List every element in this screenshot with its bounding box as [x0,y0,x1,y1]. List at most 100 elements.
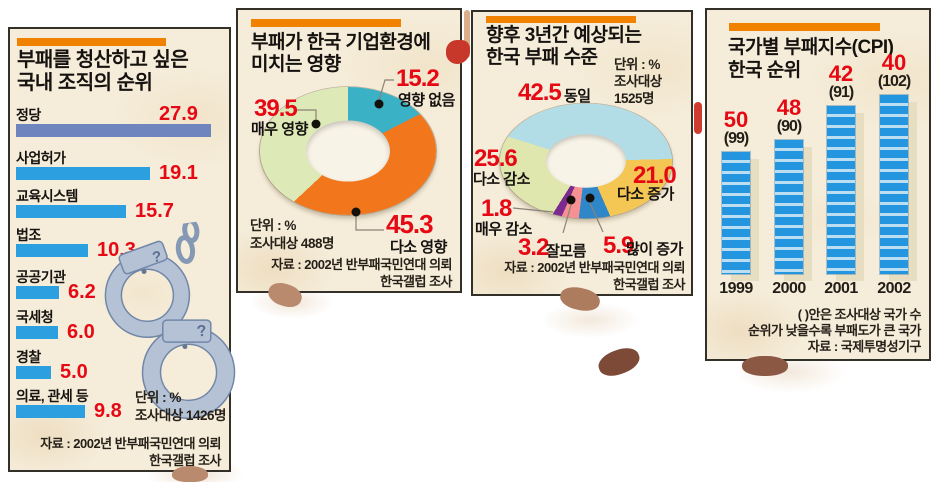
title-line: 미치는 영향 [251,54,341,75]
slice-label: 영향 없음 [398,92,455,109]
footnote-line: 순위가 낮을수록 부패도가 큰 국가 [748,323,921,338]
footnote-line: ( )안은 조사대상 국가 수 [797,307,922,322]
org-bar-value: 6.2 [68,281,96,303]
source-note: 자료 : 2002년 반부패국민연대 의뢰 한국갤럽 조사 [40,435,221,469]
cpi-bar [722,152,750,274]
unit-line: 조사대상 1426명 [135,408,226,423]
org-bar-value: 6.0 [67,321,95,343]
footnotes: ( )안은 조사대상 국가 수 순위가 낮을수록 부패도가 큰 국가 자료 : … [748,307,921,355]
panel-title: 국가별 부패지수(CPI) 한국 순위 [728,36,894,82]
source-line: 자료 : 2002년 반부패국민연대 의뢰 [40,436,221,451]
cpi-year-label: 2002 [877,280,911,297]
unit-line: 단위 : % [250,218,296,233]
title-line: 한국 순위 [728,60,801,81]
cpi-country-count: (91) [828,84,854,101]
cpi-bar [827,106,855,274]
slice-value: 25.6 [474,145,518,172]
red-sleeve-photo-fragment [694,102,702,134]
source-line: 한국갤럽 조사 [380,274,452,289]
title-line: 국가별 부패지수(CPI) [728,37,894,58]
slice-value: 39.5 [254,95,298,122]
org-bar-label: 정당 [16,107,41,123]
source-line: 한국갤럽 조사 [613,277,685,292]
accent-bar [251,19,401,27]
panel-cpi-rank: 국가별 부패지수(CPI) 한국 순위 ( )안은 조사대상 국가 수 순위가 … [705,8,931,361]
accent-bar [729,23,880,31]
slice-label: 잘모름 [546,243,586,260]
slice-value: 42.5 [518,79,562,106]
slice-label: 매우 감소 [475,221,532,238]
unit-line: 단위 : % [135,390,181,405]
org-bar [16,326,58,339]
source-line: 자료 : 2002년 반부패국민연대 의뢰 [271,257,452,272]
unit-line: 조사대상 488명 [250,236,334,251]
org-bar-label: 의료, 관세 등 [16,388,89,404]
cpi-rank-value: 40 [881,50,907,75]
slice-value: 3.2 [518,234,549,261]
unit-line: 단위 : % [614,57,660,72]
slice-label: 많이 증가 [626,241,683,258]
cpi-rank-value: 48 [776,95,802,120]
org-bar-label: 공공기관 [16,269,66,285]
cpi-rank-value: 50 [723,107,749,132]
panel-org-ranking: 부패를 청산하고 싶은 국내 조직의 순위 정당 27.9 사업허가 19.1 교육시스… [8,27,236,472]
accent-bar [17,38,166,46]
slice-value: 21.0 [633,162,677,189]
slice-value: 45.3 [386,209,434,239]
org-bar-value: 9.8 [94,400,122,422]
org-bar-label: 경찰 [16,349,41,365]
title-line: 부패가 한국 기업환경에 [251,32,431,53]
handcuffs-image: ? ? [104,218,236,420]
org-bar [16,205,126,218]
fingertip-photo-fragment [172,466,208,482]
panel-title: 향후 3년간 예상되는 한국 부패 수준 [486,25,642,69]
unit-line: 조사대상 1525명 [614,74,662,106]
cpi-year-label: 2001 [824,280,858,297]
org-bar-label: 사업허가 [16,150,66,166]
handcuffs-question-mark: ? [151,248,162,266]
thumb-photo-fragment [742,356,788,376]
title-line: 향후 3년간 예상되는 [486,25,642,46]
slice-value: 15.2 [396,65,440,92]
cpi-rank-value: 42 [828,61,854,86]
org-bar-value: 15.7 [135,200,174,222]
unit-note: 단위 : % 조사대상 1426명 [135,389,226,425]
handcuffs-question-mark: ? [196,322,208,340]
slice-label: 동일 [564,88,591,105]
cpi-year-label: 2000 [772,280,806,297]
unit-note: 단위 : % 조사대상 1525명 [614,56,691,107]
panel-future-level: 향후 3년간 예상되는 한국 부패 수준 단위 : % 조사대상 1525명 자… [471,10,693,296]
org-bar-value: 27.9 [159,103,198,125]
title-line: 국내 조직의 순위 [17,72,153,94]
org-bar [16,286,59,299]
panel-title: 부패가 한국 기업환경에 미치는 영향 [251,32,431,76]
red-sleeve-photo-fragment [446,40,470,64]
cpi-country-count: (90) [776,118,802,135]
cpi-country-count: (102) [877,73,911,90]
cpi-year-label: 1999 [719,280,753,297]
org-bar [16,167,150,180]
panel-title: 부패를 청산하고 싶은 국내 조직의 순위 [17,49,189,95]
cpi-country-count: (99) [723,130,749,147]
title-line: 부패를 청산하고 싶은 [17,49,189,71]
thumb-photo-fragment [595,343,643,381]
org-bar [16,405,85,418]
footnote-line: 자료 : 국제투명성기구 [807,339,922,354]
slice-label: 다소 증가 [617,186,674,203]
unit-note: 단위 : % 조사대상 488명 [250,217,334,253]
source-note: 자료 : 2002년 반부패국민연대 의뢰 한국갤럽 조사 [504,259,685,293]
org-bar-label: 교육시스템 [16,188,78,204]
cpi-bar [775,140,803,274]
slice-label: 다소 영향 [390,239,447,256]
org-bar [16,124,211,137]
source-line: 자료 : 2002년 반부패국민연대 의뢰 [504,260,685,275]
hand-photo-fragment [464,10,470,58]
slice-value: 5.9 [603,232,634,259]
slice-label: 다소 감소 [473,171,530,188]
source-note: 자료 : 2002년 반부패국민연대 의뢰 한국갤럽 조사 [271,256,452,290]
cpi-bar [880,95,908,274]
accent-bar [486,16,636,23]
org-bar-value: 19.1 [159,162,198,184]
donut-chart [260,87,436,215]
